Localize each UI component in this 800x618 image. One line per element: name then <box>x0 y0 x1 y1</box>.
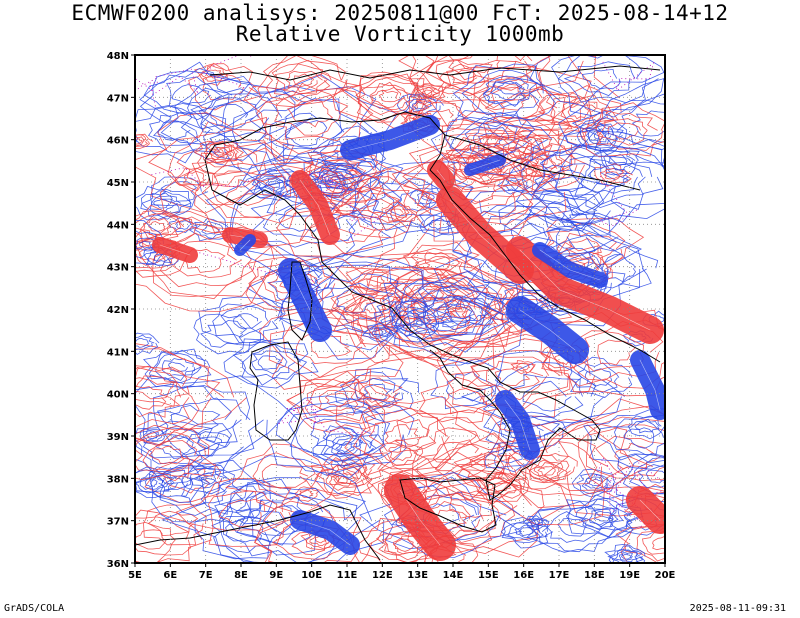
lat-tick-label: 37N <box>107 517 129 528</box>
lon-tick-label: 13E <box>407 570 428 581</box>
lat-tick-label: 42N <box>107 305 129 316</box>
footer-software-label: GrADS/COLA <box>4 603 65 614</box>
lon-tick-label: 9E <box>269 570 283 581</box>
lat-tick-label: 40N <box>107 390 129 401</box>
vorticity-field <box>135 55 665 563</box>
lat-tick-label: 36N <box>107 559 129 570</box>
coastline-sardinia <box>249 341 303 441</box>
border-north <box>209 65 661 81</box>
lon-tick-label: 7E <box>199 570 213 581</box>
chart-subtitle: Relative Vorticity 1000mb <box>235 22 565 46</box>
lat-tick-label: 46N <box>107 136 129 147</box>
lat-tick-label: 38N <box>107 474 129 485</box>
lon-tick-label: 20E <box>655 570 676 581</box>
lon-tick-label: 5E <box>128 570 142 581</box>
lon-tick-label: 12E <box>372 570 393 581</box>
lon-tick-label: 19E <box>619 570 640 581</box>
border-balkan <box>444 134 641 191</box>
lat-tick-label: 47N <box>107 93 129 104</box>
lon-tick-label: 17E <box>549 570 570 581</box>
lon-tick-label: 14E <box>443 570 464 581</box>
lon-tick-label: 18E <box>584 570 605 581</box>
chart-title: ECMWF0200 analisys: 20250811@00 FcT: 202… <box>71 1 729 25</box>
lat-tick-label: 43N <box>107 263 129 274</box>
lon-tick-label: 6E <box>163 570 177 581</box>
coastline-adriatic <box>429 169 661 363</box>
lon-tick-label: 16E <box>513 570 534 581</box>
border-alps <box>204 111 446 191</box>
coastline-italy <box>211 189 601 501</box>
lon-tick-label: 10E <box>301 570 322 581</box>
lat-tick-label: 41N <box>107 347 129 358</box>
lon-tick-label: 8E <box>234 570 248 581</box>
lon-tick-label: 15E <box>478 570 499 581</box>
lat-tick-label: 44N <box>107 220 129 231</box>
lat-tick-label: 39N <box>107 432 129 443</box>
lat-tick-label: 45N <box>107 178 129 189</box>
coastline-corsica <box>287 261 313 341</box>
coastline-africa <box>135 504 381 561</box>
footer-timestamp: 2025-08-11-09:31 <box>689 603 786 614</box>
lon-tick-label: 11E <box>337 570 358 581</box>
coastline-sicily <box>399 477 497 533</box>
lat-tick-label: 48N <box>107 51 129 62</box>
